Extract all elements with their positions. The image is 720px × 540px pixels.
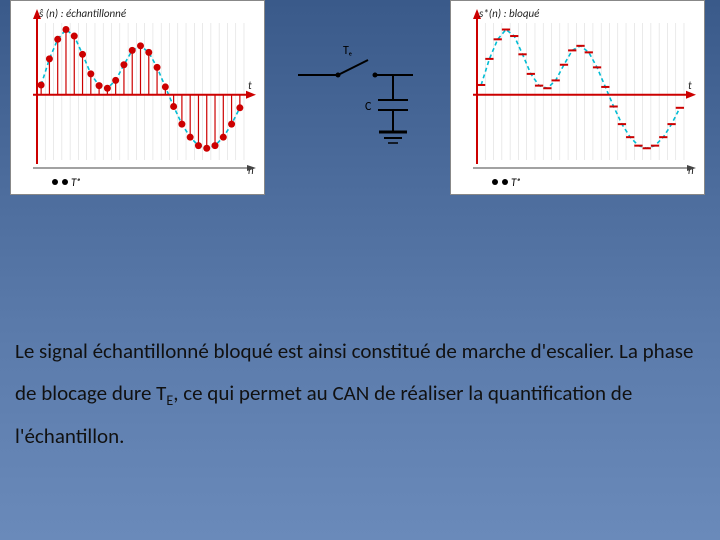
sampled-signal-svg: ŝ (n) : échantillonnétnTₑ	[15, 5, 262, 192]
held-signal-chart: s*(n) : bloquétnTₑ	[450, 0, 705, 195]
svg-text:Tₑ: Tₑ	[343, 44, 352, 58]
body-paragraph: Le signal échantillonné bloqué est ainsi…	[15, 330, 705, 457]
svg-text:C: C	[365, 100, 372, 114]
svg-text:t: t	[688, 79, 692, 92]
svg-text:ŝ (n) : échantillonné: ŝ (n) : échantillonné	[39, 7, 127, 20]
sampled-signal-chart: ŝ (n) : échantillonnétnTₑ	[10, 0, 265, 195]
held-signal-svg: s*(n) : bloquétnTₑ	[455, 5, 702, 192]
svg-text:t: t	[248, 79, 252, 92]
circuit-svg: Tₑ C	[283, 40, 433, 180]
svg-text:s*(n) : bloqué: s*(n) : bloqué	[479, 7, 540, 20]
sample-hold-circuit: Tₑ C	[283, 40, 433, 180]
svg-text:Tₑ: Tₑ	[511, 176, 520, 189]
svg-text:Tₑ: Tₑ	[71, 176, 80, 189]
